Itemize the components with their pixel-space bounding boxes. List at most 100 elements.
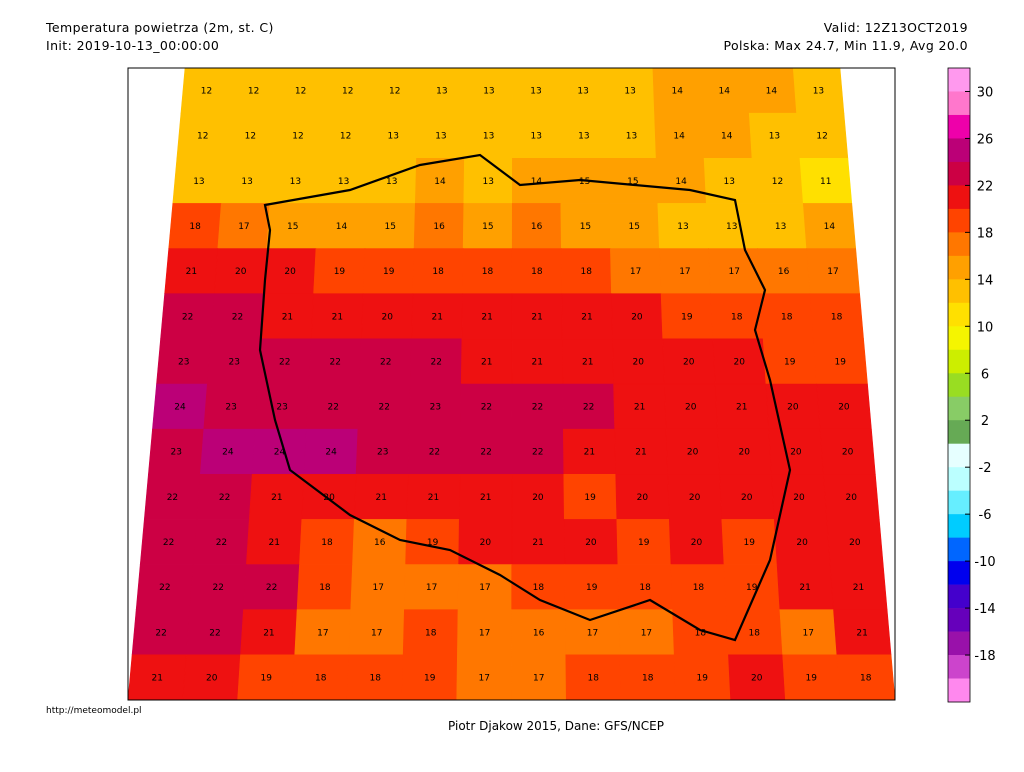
temperature-label: 19 [681,312,693,322]
colorbar-bin [948,537,970,562]
temperature-label: 20 [323,493,335,503]
temperature-label: 19 [746,583,758,593]
temperature-label: 20 [845,493,857,503]
temperature-label: 19 [334,267,346,277]
country-border [258,153,792,642]
stats: Polska: Max 24.7, Min 11.9, Avg 20.0 [724,38,968,53]
temperature-label: 17 [373,583,384,593]
temperature-label: 13 [386,177,397,187]
temperature-label: 18 [749,628,761,638]
map-frame [127,67,896,701]
temperature-cell [456,654,512,700]
temperature-label: 12 [248,87,259,97]
temperature-label: 18 [642,673,654,683]
temperature-label: 20 [637,493,649,503]
temperature-label: 23 [430,403,441,413]
temperature-label: 17 [479,628,490,638]
temperature-label: 17 [426,583,437,593]
temperature-label: 18 [425,628,437,638]
temperature-label: 20 [849,538,861,548]
temperature-label: 16 [433,222,445,232]
colorbar-bin [948,255,970,280]
temperature-label: 17 [533,673,544,683]
temperature-label: 13 [724,177,735,187]
colorbar-label: -14 [974,602,995,617]
temperature-label: 14 [675,177,687,187]
temperature-label: 21 [736,403,747,413]
temperature-label: 20 [790,448,802,458]
temperature-label: 18 [860,673,872,683]
credit: Piotr Djakow 2015, Dane: GFS/NCEP [448,719,664,733]
temperature-label: 12 [816,132,827,142]
temperature-label: 15 [627,177,638,187]
colorbar-bin [948,326,970,351]
temperature-label: 22 [379,403,390,413]
temperature-label: 21 [428,493,439,503]
temperature-label: 15 [580,222,591,232]
temperature-label: 20 [796,538,808,548]
temperature-label: 21 [263,628,274,638]
colorbar-label: -18 [974,649,995,664]
temperature-cell [619,654,677,700]
temperature-label: 14 [766,87,778,97]
temperature-label: 24 [222,448,234,458]
colorbar-bin [948,185,970,210]
temperature-label: 17 [587,628,598,638]
colorbar-bin [948,420,970,445]
temperature-label: 14 [671,87,683,97]
temperature-label: 15 [385,222,396,232]
url: http://meteomodel.pl [46,706,142,716]
temperature-label: 13 [482,177,493,187]
temperature-label: 19 [697,673,709,683]
temperature-label: 22 [480,448,491,458]
temperature-label: 20 [741,493,753,503]
colorbar-bin [948,514,970,538]
temperature-cell [836,654,895,700]
temperature-label: 21 [282,312,293,322]
temperature-label: 24 [274,448,286,458]
temperature-label: 18 [693,583,705,593]
temperature-label: 14 [673,132,685,142]
temperature-label: 21 [531,312,542,322]
temperature-label: 14 [719,87,731,97]
colorbar-label: -6 [979,508,992,523]
temperature-label: 20 [838,403,850,413]
temperature-label: 13 [241,177,252,187]
temperature-label: 12 [772,177,783,187]
colorbar-bin [948,279,970,304]
temperature-label: 12 [201,87,212,97]
temperature-label: 20 [751,673,763,683]
temperature-label: 21 [634,403,645,413]
colorbar-bin [948,208,970,233]
temperature-label: 20 [585,538,597,548]
temperature-label: 22 [163,538,174,548]
temperature-label: 18 [580,267,592,277]
temperature-label: 22 [159,583,170,593]
temperature-label: 21 [532,538,543,548]
temperature-label: 19 [586,583,598,593]
temperature-label: 19 [638,538,650,548]
temperature-cell [728,654,786,700]
temperature-cell [128,654,187,700]
temperature-label: 22 [216,538,227,548]
temperature-label: 22 [279,357,290,367]
temperature-label: 18 [482,267,494,277]
temperature-label: 18 [370,673,382,683]
temperature-label: 13 [769,132,780,142]
temperature-label: 23 [377,448,388,458]
temperature-label: 22 [532,403,543,413]
temperature-label: 13 [530,132,541,142]
temperature-label: 17 [371,628,382,638]
temperature-label: 17 [479,583,490,593]
temperature-cell [673,654,731,700]
temperature-label: 13 [624,87,635,97]
temperature-label: 13 [530,87,541,97]
temperature-label: 16 [374,538,386,548]
temperature-label: 22 [327,403,338,413]
temperature-label: 22 [209,628,220,638]
temperature-label: 18 [533,583,545,593]
temperature-cell [401,654,458,700]
temperature-label: 13 [435,132,446,142]
temperature-label: 18 [831,312,843,322]
temperature-label: 13 [626,132,637,142]
